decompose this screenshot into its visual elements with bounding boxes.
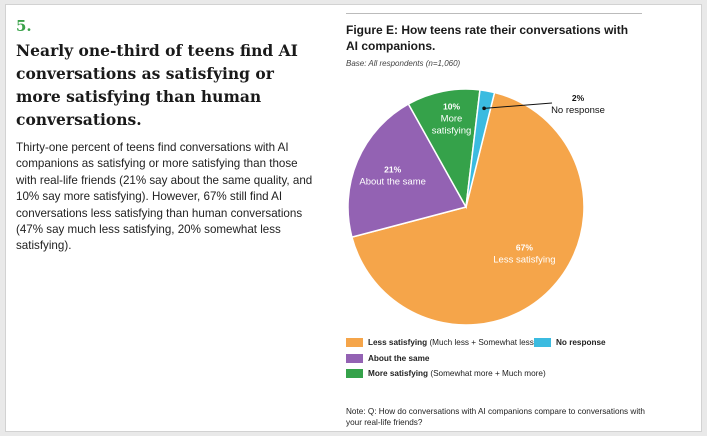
pie-slice-more-satisfying bbox=[407, 88, 481, 210]
text-column: 5. Nearly one-third of teens find AI con… bbox=[16, 13, 316, 255]
legend-swatch bbox=[346, 369, 363, 379]
legend-label: No response bbox=[556, 338, 606, 347]
slice-value-label: 2% bbox=[572, 93, 585, 103]
legend-item-more-satisfying: More satisfying (Somewhat more + Much mo… bbox=[346, 368, 546, 380]
figure-base: Base: All respondents (n=1,060) bbox=[346, 59, 461, 68]
slice-value-label: 21% bbox=[384, 164, 401, 174]
legend-sublabel: (Much less + Somewhat less) bbox=[429, 338, 537, 347]
figure-note: Note: Q: How do conversations with AI co… bbox=[346, 407, 645, 427]
headline: Nearly one-third of teens find AI conver… bbox=[16, 41, 298, 129]
legend-swatch bbox=[534, 338, 551, 348]
slice-value-label: 67% bbox=[516, 243, 533, 253]
top-rule bbox=[346, 13, 642, 14]
legend-swatch bbox=[346, 354, 363, 364]
legend-label: Less satisfying bbox=[368, 338, 428, 347]
slice-category-label: No response bbox=[551, 105, 605, 116]
slice-value-label: 10% bbox=[443, 102, 460, 112]
slice-category-label: satisfying bbox=[432, 126, 472, 137]
body-paragraph: Thirty-one percent of teens find convers… bbox=[16, 141, 313, 253]
figure-title: Figure E: How teens rate their conversat… bbox=[346, 23, 629, 53]
legend-sublabel: (Somewhat more + Much more) bbox=[430, 369, 546, 378]
page: 5. Nearly one-third of teens find AI con… bbox=[5, 4, 702, 432]
legend-label: About the same bbox=[368, 354, 430, 363]
pie-chart: 67% Less satisfying 21% About the same 10% Mo… bbox=[347, 88, 605, 326]
slice-category-label: More bbox=[441, 114, 463, 125]
legend-label: More satisfying bbox=[368, 369, 429, 378]
slice-category-label: Less satisfying bbox=[493, 255, 555, 266]
legend-item-no-response: No response bbox=[534, 337, 606, 349]
callout-line bbox=[484, 102, 553, 109]
section-number: 5. bbox=[16, 17, 32, 35]
pie-slice-no-response bbox=[465, 88, 496, 208]
legend-item-less-satisfying: Less satisfying (Much less + Somewhat le… bbox=[346, 337, 537, 349]
legend-item-about-the-same: About the same bbox=[346, 353, 429, 365]
callout-dot bbox=[482, 106, 486, 111]
pie-slice-less-satisfying bbox=[350, 91, 585, 326]
pie-slice-about-the-same bbox=[347, 102, 468, 239]
figure-panel: Figure E: How teens rate their conversat… bbox=[346, 5, 645, 427]
slice-category-label: About the same bbox=[359, 176, 426, 187]
legend-swatch bbox=[346, 338, 363, 348]
